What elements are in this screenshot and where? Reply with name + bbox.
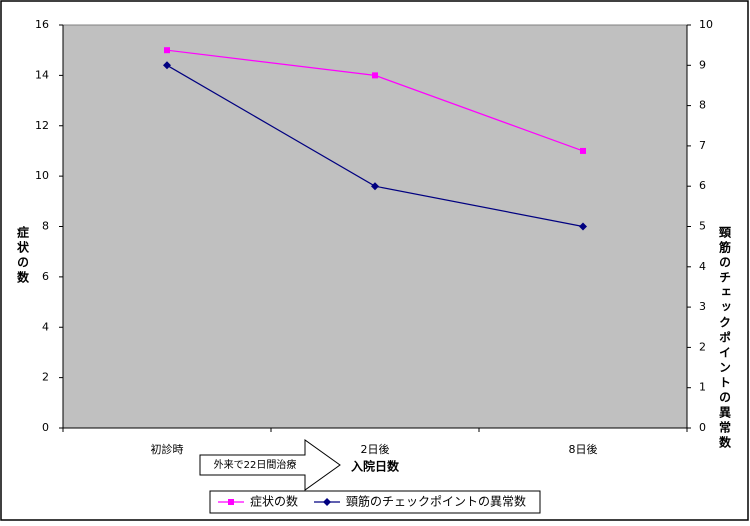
y-tick-label: 6 <box>42 270 49 283</box>
y2-tick-label: 4 <box>699 260 706 273</box>
y-tick-label: 2 <box>42 371 49 384</box>
y-tick-label: 4 <box>42 320 49 333</box>
y2-tick-label: 6 <box>699 179 706 192</box>
y2-tick-label: 5 <box>699 220 706 233</box>
y2-tick-label: 0 <box>699 421 706 434</box>
marker <box>371 182 379 191</box>
y-tick-label: 10 <box>35 169 49 182</box>
y2-tick-label: 7 <box>699 139 706 152</box>
y2-tick-label: 3 <box>699 300 706 313</box>
marker <box>372 72 378 79</box>
y-axis-label: 症状の数 <box>16 225 30 286</box>
marker <box>580 147 586 154</box>
marker <box>323 498 332 506</box>
marker <box>163 61 171 70</box>
x-tick-label: 2日後 <box>361 442 390 456</box>
y2-axis-label: 頸筋のチェックポイントの異常数 <box>718 226 732 451</box>
marker <box>228 499 234 505</box>
marker <box>579 222 587 231</box>
y-tick-label: 8 <box>42 220 49 233</box>
y2-tick-label: 1 <box>699 381 706 394</box>
x-axis-label: 入院日数 <box>351 459 400 474</box>
marker <box>164 47 170 54</box>
y2-tick-label: 8 <box>699 99 706 112</box>
y-tick-label: 16 <box>35 18 49 31</box>
annotation: 外来で22日間治療 <box>214 458 297 471</box>
arrow <box>199 439 341 491</box>
x-tick-label: 初診時 <box>151 442 184 456</box>
x-tick-label: 8日後 <box>569 442 598 456</box>
y2-tick-label: 9 <box>699 58 706 71</box>
legend-label: 頸筋のチェックポイントの異常数 <box>346 494 526 509</box>
y-tick-label: 12 <box>35 119 49 132</box>
plot-area <box>62 24 688 429</box>
y-tick-label: 0 <box>42 421 49 434</box>
y-tick-label: 14 <box>35 68 49 81</box>
y2-tick-label: 2 <box>699 340 706 353</box>
y2-tick-label: 10 <box>699 18 713 31</box>
legend-label: 症状の数 <box>250 494 298 509</box>
legend-box <box>209 490 541 514</box>
